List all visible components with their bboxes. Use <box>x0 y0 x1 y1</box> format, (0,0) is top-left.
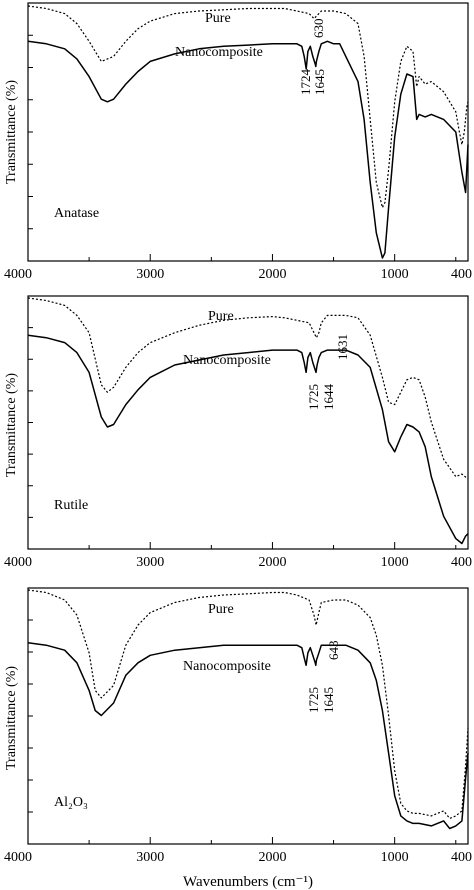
x-tick-labels: 4000 3000 2000 1000 400 <box>4 267 472 282</box>
y-ticks <box>28 619 33 813</box>
x-tick-label-1000: 1000 <box>381 850 409 865</box>
panel-frame <box>27 2 469 262</box>
legend-pure-label: Pure <box>208 309 234 324</box>
peak-label-630: 630 <box>311 19 326 39</box>
x-ticks <box>27 542 469 549</box>
panel-frame <box>27 295 469 550</box>
x-tick-label-4000: 4000 <box>4 267 32 282</box>
x-tick-label-400: 400 <box>451 267 472 282</box>
panel-anatase: Pure Nanocomposite 630 1724 1645 Anatase… <box>4 2 472 282</box>
x-tick-label-4000: 4000 <box>4 555 32 570</box>
x-tick-label-3000: 3000 <box>136 850 164 865</box>
x-tick-label-1000: 1000 <box>381 267 409 282</box>
y-axis-label-panel-3: Transmittance (%) <box>4 666 19 770</box>
peak-label-1645: 1645 <box>321 687 336 713</box>
x-tick-label-3000: 3000 <box>136 555 164 570</box>
x-axis-label: Wavenumbers (cm⁻¹) <box>183 874 313 890</box>
panel-al2o3: Pure Nanocomposite 643 1725 1645 Al₂O₃ 4… <box>4 587 472 865</box>
legend-nanocomposite-label: Nanocomposite <box>183 353 271 368</box>
peak-label-1725: 1725 <box>306 687 321 713</box>
series-nanocomposite-line <box>27 641 469 830</box>
series-pure-line <box>27 297 469 480</box>
x-tick-label-400: 400 <box>451 555 472 570</box>
x-tick-label-1000: 1000 <box>381 555 409 570</box>
x-ticks <box>27 837 469 844</box>
peak-label-1644: 1644 <box>321 384 336 411</box>
peak-label-1725: 1725 <box>306 384 321 410</box>
y-axis-label-panel-2: Transmittance (%) <box>4 373 19 477</box>
x-tick-label-2000: 2000 <box>258 555 286 570</box>
panel-rutile: Pure Nanocomposite 1631 1725 1644 Rutile… <box>4 295 472 570</box>
peak-label-1645: 1645 <box>312 69 327 95</box>
panel-label-anatase: Anatase <box>54 206 99 221</box>
y-ticks <box>28 34 33 230</box>
y-ticks <box>28 327 33 518</box>
series-pure-line <box>27 5 469 209</box>
panel-label-al2o3: Al₂O₃ <box>54 795 88 810</box>
peak-label-1724: 1724 <box>298 69 313 96</box>
y-axis-label-panel-1: Transmittance (%) <box>4 80 19 184</box>
panel-label-rutile: Rutile <box>54 498 88 513</box>
legend-pure-label: Pure <box>208 602 234 617</box>
x-tick-label-4000: 4000 <box>4 850 32 865</box>
x-tick-label-3000: 3000 <box>136 267 164 282</box>
x-tick-label-2000: 2000 <box>258 267 286 282</box>
x-ticks <box>27 254 469 261</box>
x-tick-label-2000: 2000 <box>258 850 286 865</box>
series-nanocomposite-line <box>27 40 469 259</box>
legend-nanocomposite-label: Nanocomposite <box>175 45 263 60</box>
x-tick-labels: 4000 3000 2000 1000 400 <box>4 555 472 570</box>
x-tick-label-400: 400 <box>451 850 472 865</box>
peak-label-1631: 1631 <box>335 334 350 360</box>
legend-nanocomposite-label: Nanocomposite <box>183 659 271 674</box>
series-nanocomposite-line <box>27 334 469 545</box>
legend-pure-label: Pure <box>205 11 231 26</box>
peak-label-643: 643 <box>326 641 341 661</box>
x-tick-labels: 4000 3000 2000 1000 400 <box>4 850 472 865</box>
